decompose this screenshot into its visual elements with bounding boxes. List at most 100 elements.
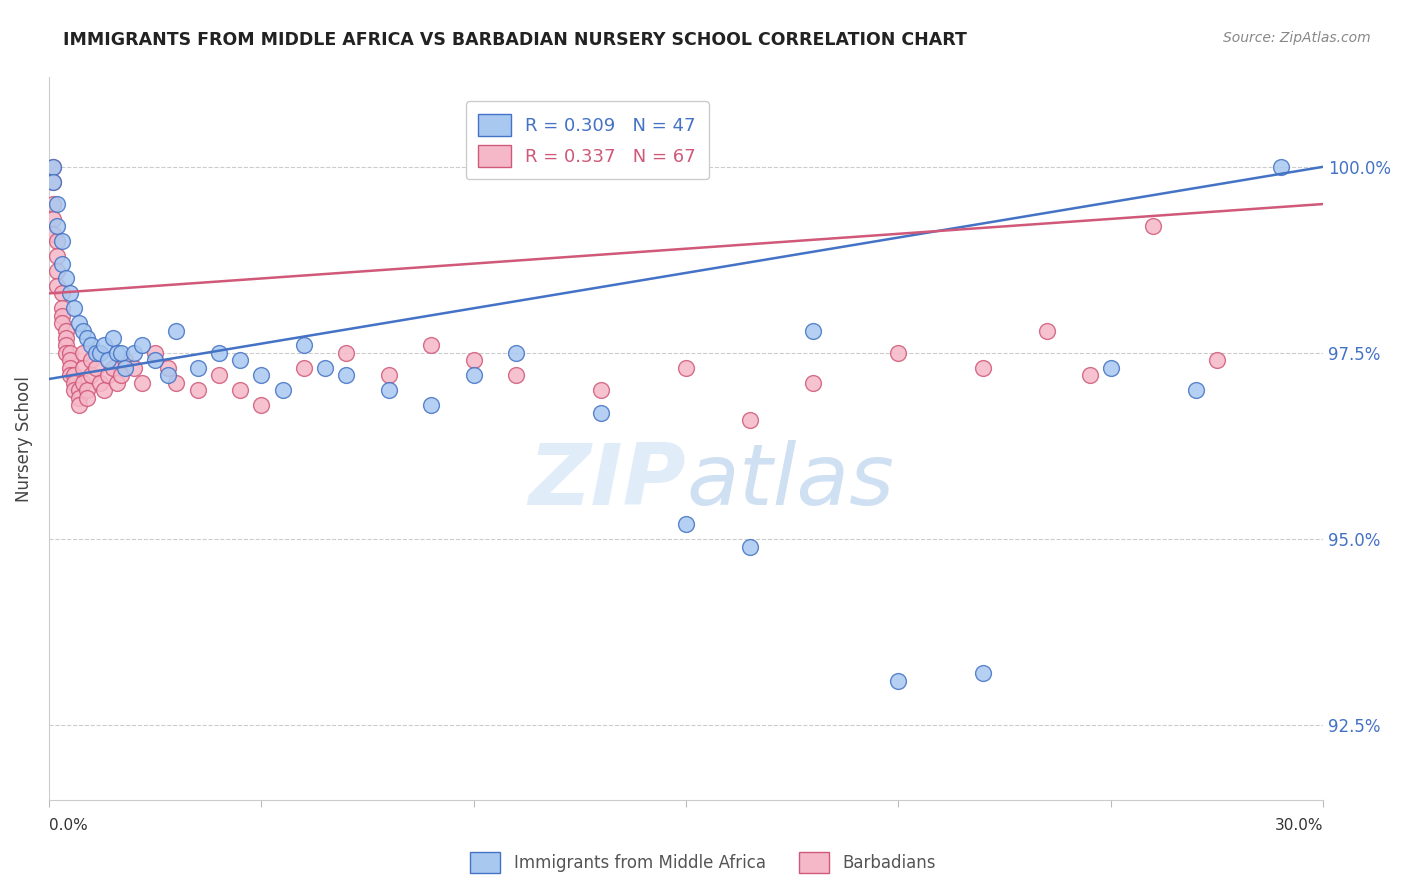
Point <box>972 666 994 681</box>
Point <box>335 346 357 360</box>
Point <box>59 346 82 360</box>
Point <box>972 360 994 375</box>
Point <box>72 324 94 338</box>
Point <box>292 360 315 375</box>
Point <box>738 413 761 427</box>
Point <box>131 338 153 352</box>
Point <box>63 368 86 383</box>
Point <box>229 353 252 368</box>
Point <box>80 353 103 368</box>
Y-axis label: Nursery School: Nursery School <box>15 376 32 501</box>
Point <box>803 376 825 390</box>
Point <box>51 286 73 301</box>
Point <box>420 398 443 412</box>
Point <box>143 346 166 360</box>
Point <box>55 324 77 338</box>
Point <box>42 175 65 189</box>
Point <box>887 346 910 360</box>
Point <box>67 316 90 330</box>
Point <box>42 197 65 211</box>
Text: Source: ZipAtlas.com: Source: ZipAtlas.com <box>1223 31 1371 45</box>
Point <box>110 346 132 360</box>
Point <box>51 309 73 323</box>
Point <box>84 346 107 360</box>
Point <box>89 376 111 390</box>
Point <box>59 286 82 301</box>
Point <box>187 360 209 375</box>
Point <box>55 338 77 352</box>
Point <box>55 346 77 360</box>
Point <box>46 197 69 211</box>
Point <box>114 360 136 375</box>
Point <box>143 353 166 368</box>
Point <box>1206 353 1229 368</box>
Point <box>675 517 697 532</box>
Point <box>72 346 94 360</box>
Point <box>42 211 65 226</box>
Point <box>97 353 120 368</box>
Point <box>93 338 115 352</box>
Point <box>84 360 107 375</box>
Text: ZIP: ZIP <box>529 441 686 524</box>
Point <box>59 368 82 383</box>
Point <box>72 360 94 375</box>
Point <box>156 360 179 375</box>
Point <box>67 398 90 412</box>
Point <box>1270 160 1292 174</box>
Point <box>271 383 294 397</box>
Point <box>591 405 613 419</box>
Point <box>1099 360 1122 375</box>
Point <box>250 368 273 383</box>
Point <box>887 673 910 688</box>
Point <box>122 360 145 375</box>
Point <box>42 227 65 241</box>
Point <box>80 368 103 383</box>
Point <box>110 368 132 383</box>
Text: atlas: atlas <box>686 441 894 524</box>
Point <box>105 346 128 360</box>
Point <box>738 540 761 554</box>
Point <box>1036 324 1059 338</box>
Point <box>675 360 697 375</box>
Legend: R = 0.309   N = 47, R = 0.337   N = 67: R = 0.309 N = 47, R = 0.337 N = 67 <box>465 101 709 179</box>
Point <box>505 368 527 383</box>
Point <box>101 360 124 375</box>
Point <box>208 346 231 360</box>
Point <box>76 391 98 405</box>
Point <box>803 324 825 338</box>
Point <box>463 353 485 368</box>
Point <box>42 175 65 189</box>
Point <box>377 368 399 383</box>
Point <box>420 338 443 352</box>
Point <box>250 398 273 412</box>
Text: 30.0%: 30.0% <box>1275 818 1323 833</box>
Point <box>67 391 90 405</box>
Point <box>76 331 98 345</box>
Legend: Immigrants from Middle Africa, Barbadians: Immigrants from Middle Africa, Barbadian… <box>464 846 942 880</box>
Point <box>63 301 86 316</box>
Point <box>114 353 136 368</box>
Point <box>46 234 69 248</box>
Point <box>93 383 115 397</box>
Point <box>63 376 86 390</box>
Point <box>67 383 90 397</box>
Point <box>335 368 357 383</box>
Point <box>1184 383 1206 397</box>
Point <box>55 331 77 345</box>
Point <box>63 383 86 397</box>
Point <box>76 383 98 397</box>
Point <box>51 234 73 248</box>
Point <box>46 219 69 234</box>
Point <box>165 376 187 390</box>
Point <box>292 338 315 352</box>
Point <box>51 301 73 316</box>
Point <box>46 264 69 278</box>
Point <box>59 353 82 368</box>
Point <box>156 368 179 383</box>
Point <box>314 360 336 375</box>
Point <box>1142 219 1164 234</box>
Point <box>51 316 73 330</box>
Point <box>101 331 124 345</box>
Point <box>229 383 252 397</box>
Point <box>505 346 527 360</box>
